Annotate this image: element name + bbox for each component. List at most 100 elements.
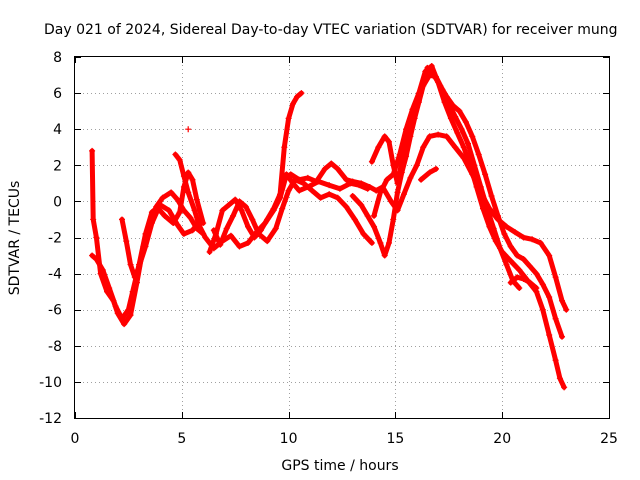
data-point [174,221,181,228]
data-point [377,189,384,196]
data-point [403,126,410,133]
series-trace-8 [350,72,522,291]
series-trace-3 [119,170,206,280]
data-point [520,256,527,263]
data-point [180,230,187,237]
data-point [452,113,459,120]
data-point [176,209,183,216]
data-point [155,205,162,212]
data-point [388,198,395,205]
data-point [189,176,196,183]
data-point [176,156,183,163]
data-point [187,214,194,221]
data-point [225,202,232,209]
series-trace-2 [89,202,204,322]
data-point [383,176,390,183]
data-point [559,297,566,304]
data-point [189,227,196,234]
data-point [321,165,328,172]
y-tick-label: -2 [48,231,62,247]
data-point [289,100,296,107]
data-point [514,274,521,281]
data-point [251,234,258,241]
chart-title: Day 021 of 2024, Sidereal Day-to-day VTE… [44,22,618,38]
data-point [458,126,465,133]
y-axis-title: SDTVAR / TECUs [7,181,23,296]
data-point [170,220,177,227]
data-point [131,274,138,281]
data-point [516,266,523,273]
data-point [200,220,207,227]
data-point [507,243,514,250]
data-point [456,108,463,115]
x-tick-label: 20 [493,431,511,447]
data-point [473,183,480,190]
data-point [172,151,179,158]
data-point [368,239,375,246]
y-tick-label: -10 [39,375,62,391]
data-point [559,333,566,340]
data-point [159,194,166,201]
data-point [426,133,433,140]
data-layer [89,63,570,391]
data-point [255,230,262,237]
data-point [533,270,540,277]
data-point [381,133,388,140]
x-tick-label: 5 [177,431,186,447]
data-point [148,220,155,227]
data-point [507,279,514,286]
data-point [475,151,482,158]
data-point [343,203,350,210]
x-tick-label: 0 [71,431,80,447]
data-point [413,162,420,169]
data-point [127,261,134,268]
y-tick-label: 8 [53,50,62,66]
data-point [242,203,249,210]
data-point [245,223,252,230]
data-point [279,205,286,212]
data-point [264,238,271,245]
data-point [390,171,397,178]
data-point [394,189,401,196]
data-point [494,212,501,219]
data-point [296,187,303,194]
data-point [450,102,457,109]
data-point [161,212,168,219]
data-point [227,232,234,239]
data-point [285,115,292,122]
data-point [202,234,209,241]
data-point [245,239,252,246]
data-point [298,90,305,97]
data-point [93,256,100,263]
series-trace-10 [371,63,567,390]
data-point [492,238,499,245]
data-point [313,178,320,185]
data-point [371,223,378,230]
y-tick-label: -8 [48,339,62,355]
data-point [112,303,119,310]
y-tick-label: -6 [48,303,62,319]
data-point [296,176,303,183]
data-point [195,221,202,228]
data-point [328,160,335,167]
data-point [165,207,172,214]
data-point [249,216,256,223]
data-point [157,202,164,209]
y-tick-label: 2 [53,158,62,174]
data-point [264,216,271,223]
data-point [512,229,519,236]
data-point [479,205,486,212]
data-point [129,288,136,295]
data-point [428,63,435,70]
data-point [336,185,343,192]
data-point [533,285,540,292]
data-point [400,191,407,198]
data-point [123,238,130,245]
data-point [230,212,237,219]
data-point [334,165,341,172]
data-point [326,191,333,198]
data-point [375,144,382,151]
data-point [287,171,294,178]
data-point [415,90,422,97]
